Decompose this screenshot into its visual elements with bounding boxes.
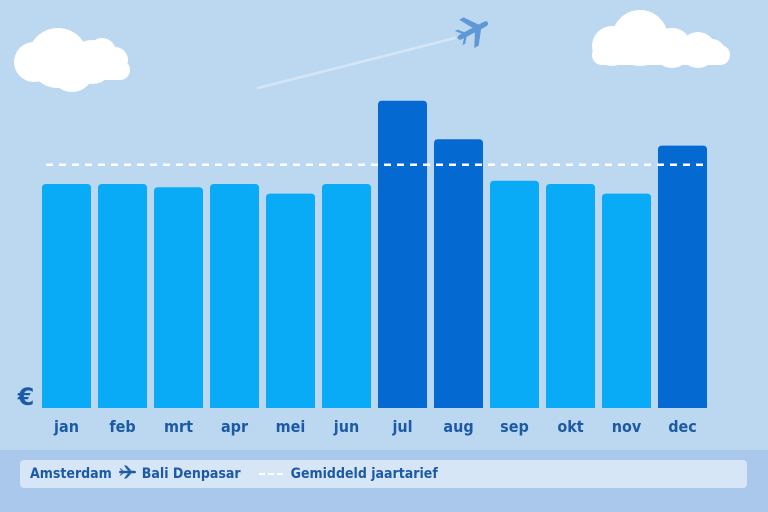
cloud-icon	[14, 28, 130, 92]
currency-symbol: €	[17, 383, 35, 411]
bar-aug	[434, 139, 483, 408]
x-tick-label: apr	[221, 417, 249, 436]
x-tick-label: dec	[668, 417, 697, 436]
x-tick-label: nov	[612, 417, 642, 436]
legend-strip: Amsterdam Bali Denpasar Gemiddeld jaarta…	[0, 450, 768, 512]
plane-icon	[455, 17, 489, 48]
bar-mei	[266, 193, 315, 408]
bar-feb	[98, 184, 147, 408]
x-tick-label: mrt	[164, 417, 193, 436]
legend-destination: Bali Denpasar	[141, 466, 241, 482]
legend: Amsterdam Bali Denpasar Gemiddeld jaarta…	[20, 460, 747, 488]
x-tick-label: jun	[333, 417, 359, 436]
x-tick-label: sep	[500, 417, 529, 436]
contrail	[256, 36, 457, 90]
cloud-icon	[592, 10, 730, 68]
bar-dec	[658, 145, 707, 408]
x-tick-label: jul	[391, 417, 412, 436]
plane-icon	[118, 465, 136, 483]
bar-jun	[322, 184, 371, 408]
x-tick-label: feb	[109, 417, 135, 436]
bar-chart: jan feb mrt apr mei jun jul aug sep okt nov dec €	[17, 100, 707, 436]
bar-sep	[490, 180, 539, 408]
x-tick-label: mei	[276, 417, 306, 436]
x-tick-label: aug	[443, 417, 473, 436]
bar-mrt	[154, 187, 203, 408]
bar-okt	[546, 184, 595, 408]
legend-average: Gemiddeld jaartarief	[258, 466, 438, 482]
legend-average-label: Gemiddeld jaartarief	[290, 466, 438, 482]
bar-nov	[602, 193, 651, 408]
average-line-swatch	[258, 473, 283, 475]
x-tick-label: okt	[557, 417, 583, 436]
legend-origin: Amsterdam	[30, 466, 112, 482]
bar-jan	[42, 184, 91, 408]
bar-apr	[210, 184, 259, 408]
bar-jul	[378, 100, 427, 409]
x-tick-label: jan	[53, 417, 79, 436]
legend-route: Amsterdam Bali Denpasar	[30, 465, 241, 483]
